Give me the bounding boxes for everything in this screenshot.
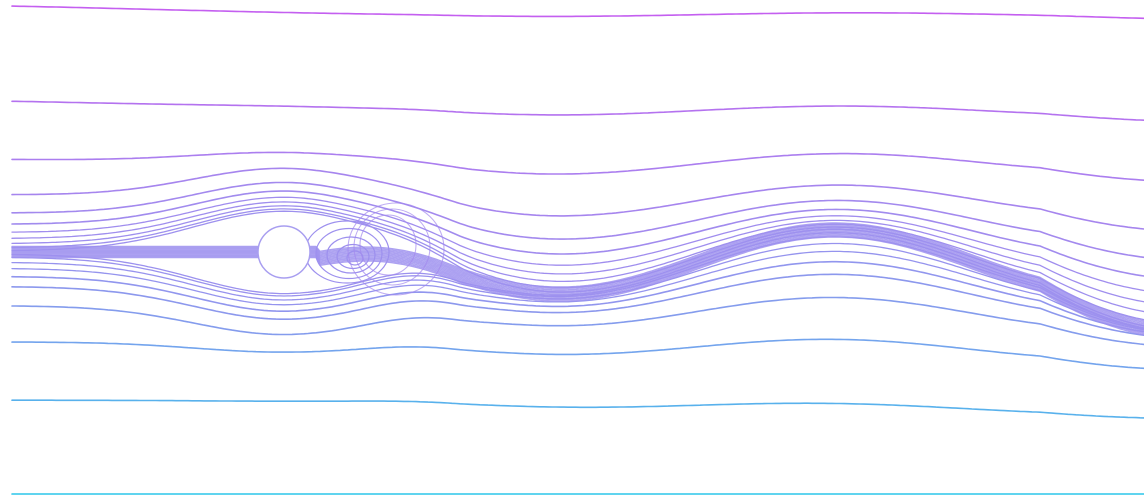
wake-core-line <box>11 222 1144 322</box>
roll-up-loop <box>359 214 417 276</box>
streamline <box>11 338 1144 370</box>
wake-core-line <box>11 223 1144 324</box>
roll-up-loop <box>347 202 445 296</box>
streamline <box>11 205 1144 313</box>
vortex-loop <box>336 243 370 270</box>
recirculation-vortex <box>304 202 445 296</box>
streamline <box>11 296 1144 346</box>
wake-core-line <box>11 233 1144 333</box>
streamline <box>11 399 1144 419</box>
streamline <box>11 100 1144 121</box>
streamline <box>11 167 1144 230</box>
streamline <box>11 5 1144 20</box>
streamline <box>11 260 1144 333</box>
wake-core-line <box>11 232 1144 332</box>
wake-core-line <box>11 226 1144 326</box>
wake-core-line <box>11 227 1144 328</box>
streamline <box>11 190 1144 277</box>
wake-core-line <box>11 230 1144 331</box>
wake-core-line <box>11 236 1144 336</box>
streamline <box>11 201 1144 303</box>
vortex-loop <box>315 227 383 280</box>
wake-core-line <box>11 225 1144 325</box>
streamline <box>11 250 1144 331</box>
wake-core-line <box>11 234 1144 335</box>
roll-up-loop <box>353 208 431 286</box>
cylinder-obstacle <box>257 225 311 279</box>
streamline <box>11 181 1144 259</box>
streamline <box>11 196 1144 292</box>
wake-streamlines <box>11 181 1144 336</box>
wake-core-line <box>11 229 1144 329</box>
vortex-loop <box>326 236 376 274</box>
streamline <box>11 273 1144 336</box>
streamline <box>11 151 1144 181</box>
far-field-streamlines <box>11 5 1144 495</box>
